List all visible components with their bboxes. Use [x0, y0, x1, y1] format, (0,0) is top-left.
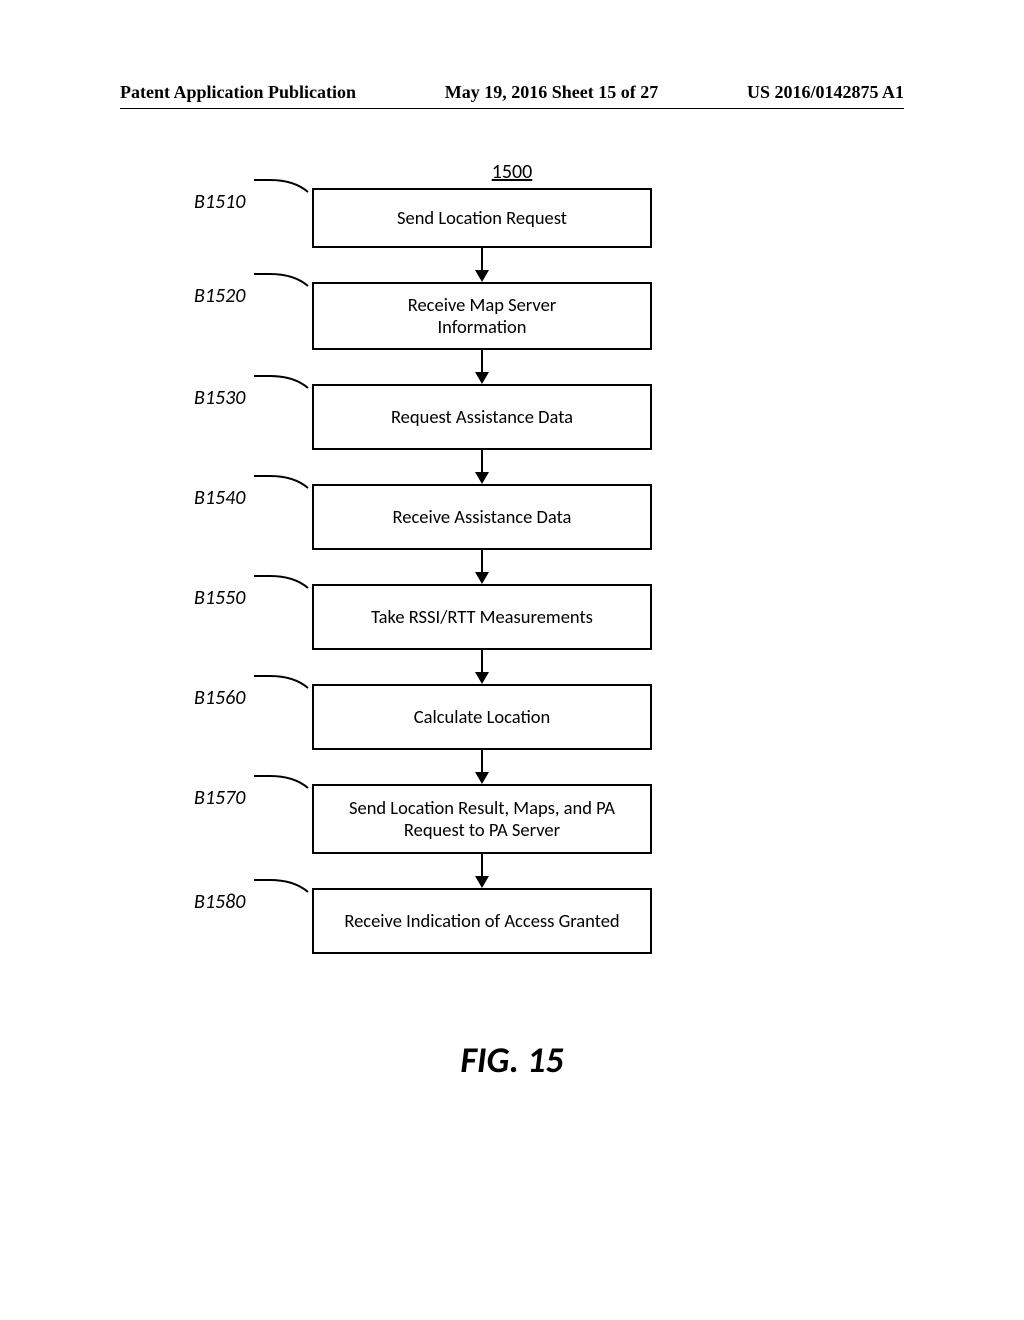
flow-box: Receive Map ServerInformation [312, 282, 652, 350]
flow-box-text: Receive Indication of Access Granted [344, 910, 619, 932]
flow-box-text: Send Location Request [397, 207, 567, 229]
flow-arrow [472, 550, 492, 584]
flow-box: Send Location Request [312, 188, 652, 248]
callout-line [254, 254, 318, 288]
flow-box-text: Calculate Location [414, 706, 551, 728]
flow-step-label: B1520 [194, 284, 245, 308]
flow-step-label: B1540 [194, 486, 245, 510]
flow-arrow [472, 854, 492, 888]
flow-box: Calculate Location [312, 684, 652, 750]
flow-arrow [472, 450, 492, 484]
figure-number: 1500 [0, 160, 1024, 184]
flow-step-label: B1560 [194, 686, 245, 710]
flow-box-text: Receive Assistance Data [393, 506, 572, 528]
flow-arrow [472, 248, 492, 282]
flow-box: Request Assistance Data [312, 384, 652, 450]
flow-box: Take RSSI/RTT Measurements [312, 584, 652, 650]
figure-caption: FIG. 15 [0, 1038, 1024, 1082]
flow-arrow [472, 650, 492, 684]
callout-line [254, 356, 318, 390]
flow-box: Receive Indication of Access Granted [312, 888, 652, 954]
flow-step-label: B1580 [194, 890, 245, 914]
flow-step-label: B1510 [194, 190, 245, 214]
flow-box-text: Send Location Result, Maps, and PAReques… [349, 797, 615, 841]
flow-step-label: B1570 [194, 786, 245, 810]
flow-box: Receive Assistance Data [312, 484, 652, 550]
header-rule [120, 108, 904, 109]
flow-box-text: Take RSSI/RTT Measurements [371, 606, 593, 628]
callout-line [254, 860, 318, 894]
flow-step-label: B1550 [194, 586, 245, 610]
page: Patent Application Publication May 19, 2… [0, 0, 1024, 1320]
flow-step-label: B1530 [194, 386, 245, 410]
callout-line [254, 756, 318, 790]
flow-box-text: Request Assistance Data [391, 406, 573, 428]
flow-arrow [472, 750, 492, 784]
header-center: May 19, 2016 Sheet 15 of 27 [445, 82, 658, 103]
flow-box-text: Receive Map ServerInformation [408, 294, 557, 338]
callout-line [254, 556, 318, 590]
header-left: Patent Application Publication [120, 82, 356, 103]
callout-line [254, 456, 318, 490]
flow-arrow [472, 350, 492, 384]
callout-line [254, 656, 318, 690]
page-header: Patent Application Publication May 19, 2… [0, 82, 1024, 103]
flow-box: Send Location Result, Maps, and PAReques… [312, 784, 652, 854]
header-right: US 2016/0142875 A1 [747, 82, 904, 103]
